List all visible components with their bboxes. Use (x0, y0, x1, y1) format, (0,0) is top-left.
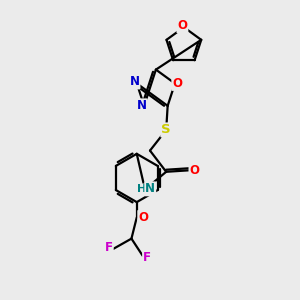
Text: S: S (161, 124, 171, 136)
Text: N: N (145, 182, 155, 195)
Text: N: N (130, 76, 140, 88)
Text: O: O (138, 211, 148, 224)
Text: O: O (172, 77, 182, 90)
Text: O: O (177, 19, 188, 32)
Text: F: F (143, 251, 151, 264)
Text: F: F (105, 241, 113, 254)
Text: N: N (137, 99, 147, 112)
Text: O: O (190, 164, 200, 177)
Text: H: H (137, 184, 146, 194)
